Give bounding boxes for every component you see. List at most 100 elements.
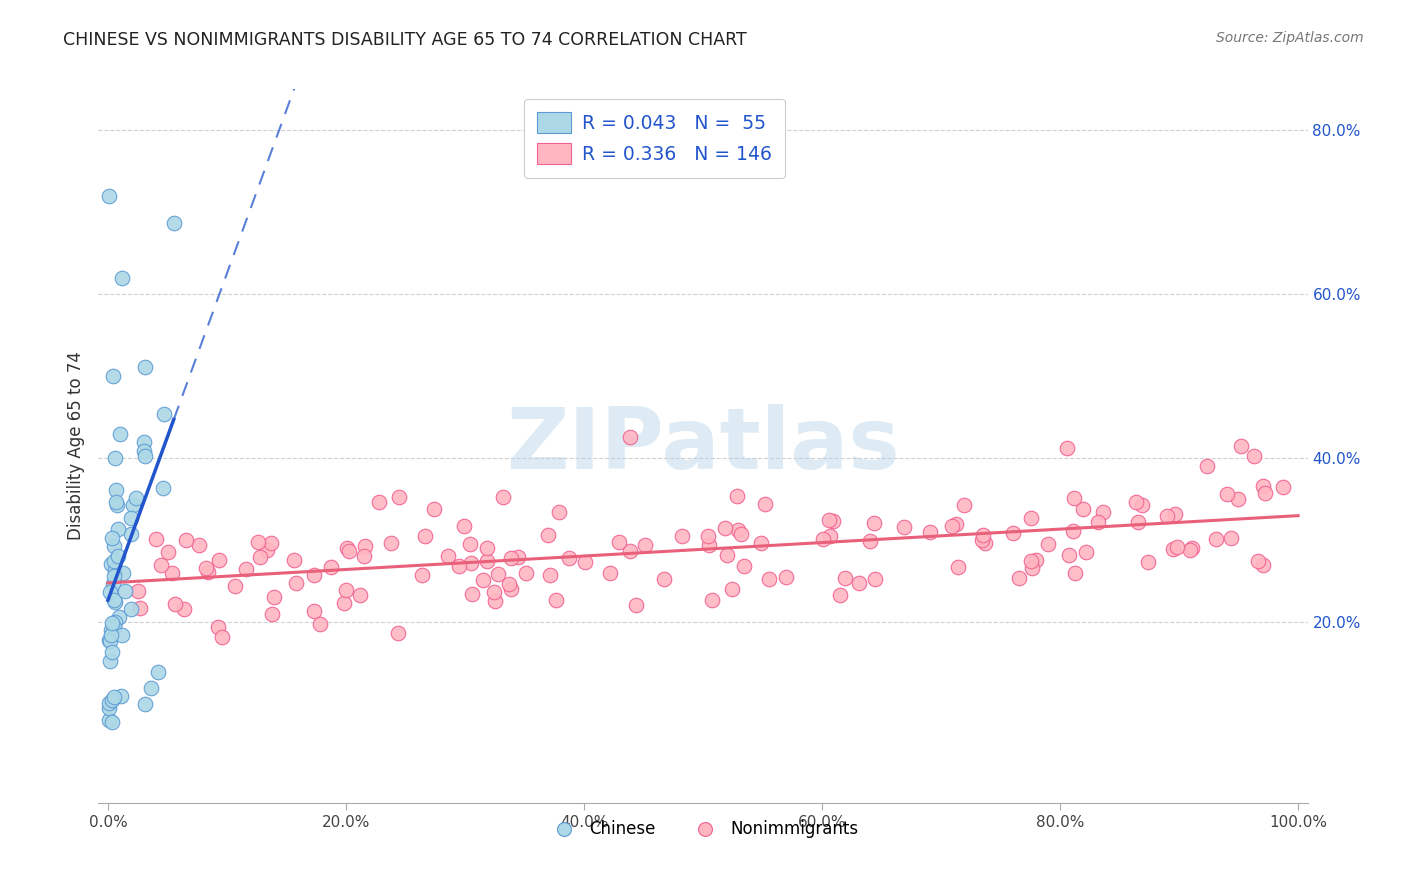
Point [104,483,127,497]
Point [98,633,121,648]
Point [120,526,142,541]
Point [302,568,325,582]
Point [974,536,997,550]
Point [415,529,437,543]
Point [98,584,121,599]
Point [98,713,121,727]
Point [100,623,122,637]
Point [111,270,134,285]
Point [484,594,506,608]
Point [333,596,356,610]
Point [103,554,125,568]
Point [128,601,150,615]
Point [607,534,630,549]
Point [152,481,174,495]
Point [174,533,197,548]
Point [834,571,856,585]
Point [700,592,723,607]
Point [157,545,180,559]
Point [98,189,121,203]
Point [821,514,844,528]
Point [544,593,567,607]
Point [107,549,129,564]
Point [422,502,444,516]
Point [1271,480,1294,494]
Point [460,556,482,570]
Point [1021,561,1043,575]
Point [1071,502,1094,516]
Point [100,557,122,571]
Point [775,570,797,584]
Point [107,610,129,624]
Point [499,551,522,566]
Point [163,216,186,230]
Point [134,449,156,463]
Point [749,535,772,549]
Y-axis label: Disability Age 65 to 74: Disability Age 65 to 74 [66,351,84,541]
Point [697,538,720,552]
Point [302,603,325,617]
Text: Source: ZipAtlas.com: Source: ZipAtlas.com [1216,31,1364,45]
Point [127,583,149,598]
Point [716,548,738,562]
Point [475,554,498,568]
Point [1019,554,1042,568]
Point [387,625,409,640]
Point [727,523,749,537]
Point [1181,541,1204,555]
Point [1164,507,1187,521]
Point [730,527,752,541]
Point [139,681,162,695]
Point [634,538,657,552]
Point [1008,571,1031,585]
Point [308,617,330,632]
Point [153,407,176,421]
Point [104,615,127,629]
Point [501,582,523,596]
Point [574,555,596,569]
Point [970,533,993,547]
Point [652,572,675,586]
Point [671,529,693,543]
Point [1025,553,1047,567]
Point [211,631,233,645]
Point [437,549,460,563]
Point [471,573,494,587]
Point [863,516,886,530]
Point [336,541,359,555]
Point [1180,542,1202,557]
Point [163,597,186,611]
Point [103,569,125,583]
Point [188,538,211,552]
Point [98,696,121,710]
Point [207,619,229,633]
Point [1091,505,1114,519]
Point [1063,566,1085,581]
Point [1156,508,1178,523]
Point [197,565,219,579]
Point [714,521,737,535]
Point [224,579,246,593]
Point [945,516,967,531]
Point [918,525,941,540]
Point [103,369,125,384]
Point [173,602,195,616]
Point [538,568,561,582]
Point [105,495,128,509]
Point [557,551,579,566]
Text: ZIPatlas: ZIPatlas [506,404,900,488]
Point [1205,532,1227,546]
Point [1056,441,1078,455]
Point [1087,515,1109,529]
Point [100,634,122,648]
Point [380,536,402,550]
Point [134,434,156,449]
Point [506,550,529,565]
Point [1001,526,1024,541]
Point [120,601,142,615]
Point [335,582,357,597]
Point [101,693,124,707]
Point [537,528,560,542]
Point [619,429,641,443]
Point [260,607,283,621]
